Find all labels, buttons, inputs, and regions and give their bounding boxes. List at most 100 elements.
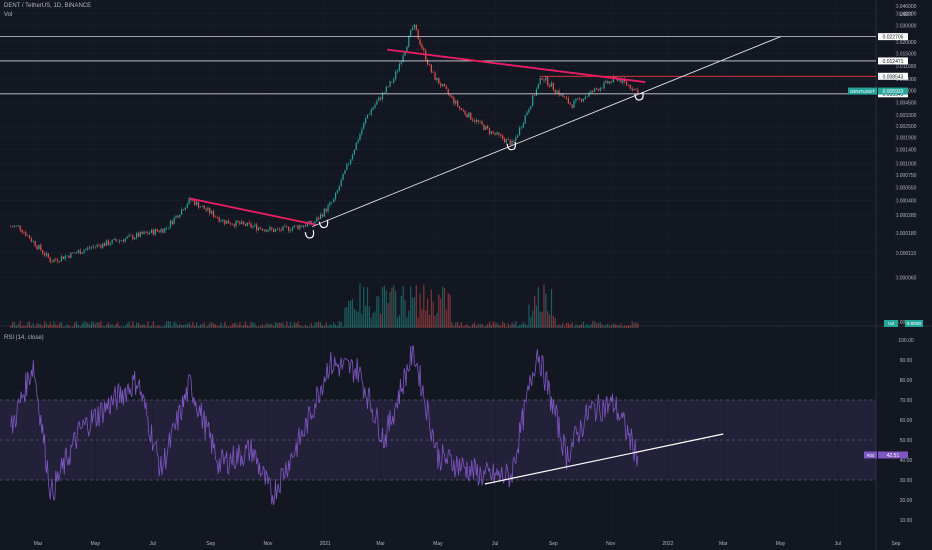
candle-body — [17, 225, 19, 227]
volume-bar — [186, 323, 188, 328]
volume-bar — [507, 323, 509, 328]
volume-bar — [137, 322, 140, 328]
candle-body — [466, 114, 468, 118]
candle-body — [533, 95, 536, 96]
candle-body — [355, 142, 357, 150]
candle-body — [396, 70, 399, 72]
candle-body — [291, 227, 293, 231]
volume-bar — [273, 326, 275, 328]
volume-bar — [182, 325, 185, 328]
rsi-tick-label: 30.00 — [900, 478, 913, 484]
price-tick-label: 0.002500 — [896, 124, 917, 130]
rsi-tick-label: 70.00 — [900, 398, 913, 404]
volume-bar — [154, 326, 156, 328]
candle-body — [449, 93, 451, 96]
level-tag-label: 0.005549 — [883, 92, 904, 98]
volume-bar — [511, 322, 513, 328]
rsi-tick-label: 40.00 — [900, 458, 913, 464]
volume-bar — [413, 297, 416, 328]
date-tick-label: Nov — [264, 541, 273, 547]
volume-bar — [289, 322, 292, 328]
candle-body — [571, 104, 573, 108]
volume-bar — [192, 321, 194, 328]
volume-bar — [569, 324, 571, 328]
candle-body — [90, 247, 93, 249]
candle-body — [455, 100, 457, 104]
volume-bar — [485, 325, 487, 328]
volume-bar — [584, 325, 586, 328]
volume-bar — [614, 324, 616, 328]
volume-bar — [227, 326, 230, 328]
candle-body — [417, 30, 419, 40]
volume-bar — [438, 294, 440, 328]
candle-body — [361, 129, 363, 135]
volume-bar — [408, 310, 410, 328]
volume-bar — [207, 325, 209, 328]
candle-body — [164, 228, 166, 233]
volume-bar — [190, 325, 192, 328]
price-trend-line — [311, 36, 781, 228]
volume-bar — [107, 322, 110, 328]
volume-bar — [430, 289, 432, 328]
volume-bar — [423, 284, 425, 328]
volume-bar — [627, 324, 630, 328]
candle-body — [500, 134, 502, 136]
candle-body — [458, 106, 461, 108]
volume-bar — [586, 324, 588, 328]
volume-bar — [607, 323, 609, 328]
volume-bar — [404, 300, 406, 328]
volume-bar — [338, 321, 340, 328]
volume-bar — [115, 323, 117, 328]
candle-body — [218, 217, 220, 222]
volume-bar — [402, 286, 404, 328]
volume-bar — [398, 315, 401, 328]
candle-body — [511, 140, 513, 146]
candle-body — [211, 211, 213, 214]
candle-body — [55, 259, 57, 261]
candle-body — [464, 110, 466, 115]
candle-body — [505, 139, 508, 143]
candle-body — [143, 231, 145, 235]
candle-body — [306, 223, 309, 227]
volume-bar — [47, 324, 49, 328]
candle-body — [83, 250, 85, 253]
volume-bar — [494, 322, 496, 328]
volume-bar — [336, 325, 339, 328]
volume-bar — [353, 309, 355, 328]
price-tick-label: 0.008000 — [896, 77, 917, 83]
volume-bar — [333, 322, 335, 328]
volume-bar — [590, 324, 592, 328]
volume-bar — [609, 325, 611, 328]
candle-body — [74, 252, 76, 254]
volume-bar — [90, 321, 93, 328]
volume-bar — [124, 325, 126, 328]
candle-body — [308, 220, 310, 224]
level-tag-label: 0.022706 — [883, 35, 904, 41]
volume-bar — [436, 312, 438, 328]
candle-body — [609, 81, 611, 84]
candle-body — [406, 46, 408, 52]
candle-body — [411, 27, 414, 31]
candle-body — [349, 159, 352, 164]
candle-body — [126, 236, 128, 239]
candle-body — [62, 256, 64, 260]
volume-bar — [27, 322, 29, 328]
candle-body — [380, 97, 382, 100]
candle-body — [524, 115, 526, 124]
volume-bar — [421, 308, 423, 328]
volume-bar — [348, 300, 350, 328]
candle-body — [15, 225, 18, 227]
price-tick-label: 0.011000 — [896, 64, 917, 70]
volume-bar — [177, 325, 179, 328]
rsi-tag-name: RSI — [867, 453, 875, 458]
candle-body — [192, 200, 194, 201]
volume-bar — [575, 324, 577, 328]
candle-body — [72, 252, 74, 254]
candle-body — [87, 247, 89, 250]
candle-body — [475, 120, 477, 122]
volume-bar — [483, 326, 485, 328]
volume-bar — [203, 322, 205, 328]
candle-body — [139, 231, 141, 237]
volume-bar — [391, 287, 393, 328]
